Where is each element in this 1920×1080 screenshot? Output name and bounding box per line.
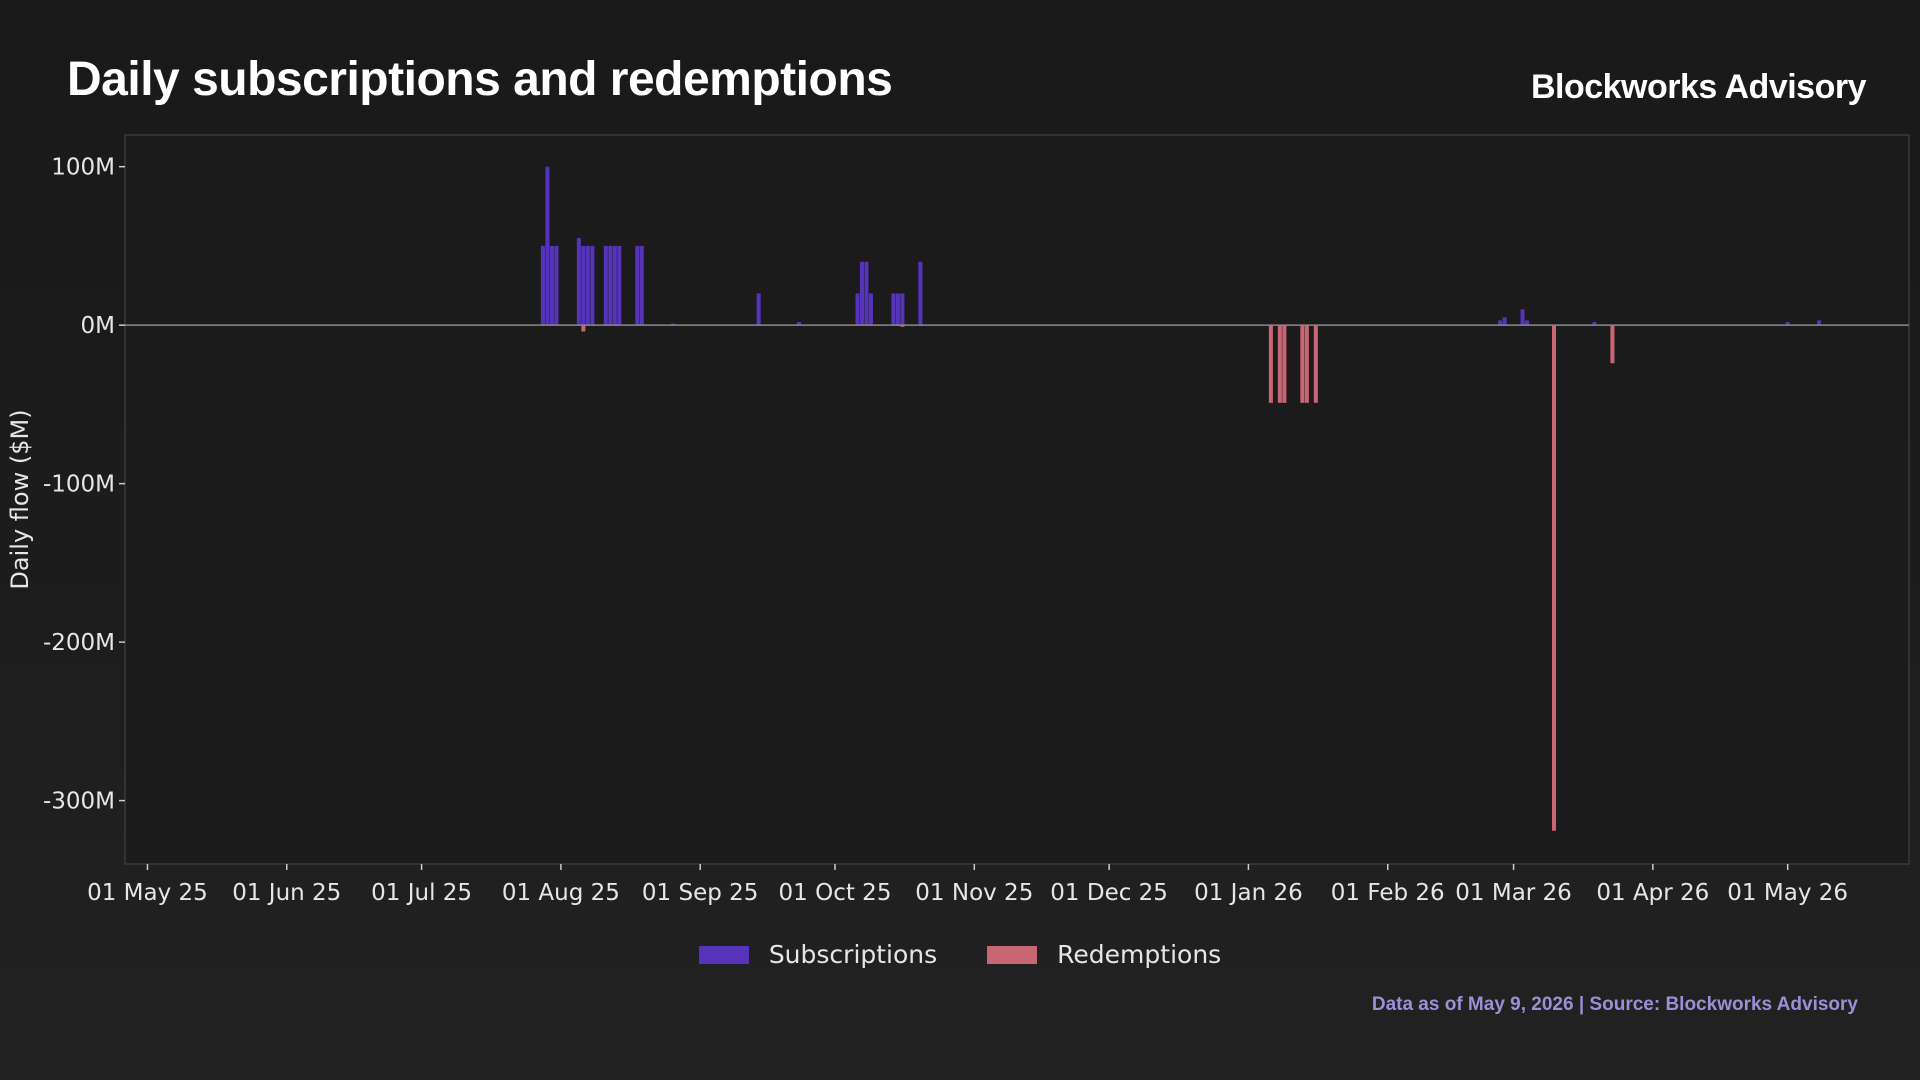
y-axis-label: Daily flow ($M)	[6, 409, 34, 589]
chart-plot: 100M 0M -100M -200M -300M 01 May 25 01 Jun 25 0…	[6, 134, 1910, 906]
subscription-bar	[1502, 317, 1507, 326]
x-tick-label: 01 Sep 25	[642, 880, 759, 906]
subscription-bar	[891, 293, 896, 326]
y-tick-label: -200M	[43, 630, 115, 656]
x-tick-label: 01 Apr 26	[1596, 880, 1709, 906]
subscription-bar	[608, 245, 613, 326]
subscription-bar	[918, 261, 923, 326]
x-tick-label: 01 Nov 25	[915, 880, 1033, 906]
subscription-bar	[590, 245, 595, 326]
subscription-bar	[581, 245, 586, 326]
redemption-bar	[1277, 325, 1282, 403]
chart-legend: Subscriptions Redemptions	[0, 940, 1920, 969]
subscription-bar	[549, 245, 554, 326]
subscription-bar	[545, 166, 550, 326]
redemption-bar	[581, 325, 586, 332]
x-tick-label: 01 May 26	[1727, 880, 1848, 906]
subscription-bar	[1525, 320, 1530, 326]
subscription-bar	[1498, 320, 1503, 326]
y-tick-label: -300M	[43, 789, 115, 815]
subscription-bar	[864, 261, 869, 326]
legend-label-redemptions: Redemptions	[1057, 940, 1222, 969]
subscription-bar	[855, 293, 860, 326]
legend-item-subscriptions[interactable]: Subscriptions	[698, 940, 938, 969]
x-tick-label: 01 Jun 25	[232, 880, 341, 906]
legend-label-subscriptions: Subscriptions	[768, 940, 938, 969]
x-tick-label: 01 Feb 26	[1331, 880, 1445, 906]
subscription-bar	[576, 238, 581, 326]
legend-item-redemptions[interactable]: Redemptions	[987, 940, 1221, 969]
subscription-bar	[1520, 309, 1525, 326]
x-tick-label: 01 Mar 26	[1455, 880, 1572, 906]
subscription-bar	[868, 293, 873, 326]
y-tick-label: -100M	[43, 472, 115, 498]
chart-title: Daily subscriptions and redemptions	[67, 53, 893, 106]
subscription-bar	[617, 245, 622, 326]
subscription-bar	[900, 293, 905, 326]
x-tick-label: 01 May 25	[87, 880, 208, 906]
redemption-bar	[1313, 325, 1318, 403]
subscription-bar	[639, 245, 644, 326]
x-tick-label: 01 Oct 25	[779, 880, 892, 906]
brand-logo: Blockworks Advisory	[1530, 68, 1867, 106]
subscription-bar	[859, 261, 864, 326]
subscription-bar	[540, 245, 545, 326]
x-tick-label: 01 Jan 26	[1194, 880, 1303, 906]
subscription-bar	[895, 293, 900, 326]
legend-swatch-redemptions	[987, 945, 1038, 964]
subscription-bar	[585, 245, 590, 326]
subscription-bar	[756, 293, 761, 326]
redemption-bar	[1282, 325, 1287, 403]
subscription-bar	[612, 245, 617, 326]
subscription-bar	[1817, 320, 1822, 326]
redemption-bar	[1300, 325, 1305, 403]
subscription-bar	[554, 245, 559, 326]
subscription-bar	[603, 245, 608, 326]
y-tick-label: 100M	[51, 155, 115, 181]
subscription-bar	[671, 323, 676, 326]
subscription-bar	[1785, 322, 1790, 326]
legend-swatch-subscriptions	[698, 945, 749, 964]
plot-area	[124, 134, 1910, 865]
redemption-bar	[1610, 325, 1615, 364]
source-note: Data as of May 9, 2026 | Source: Blockwo…	[1371, 994, 1858, 1015]
subscription-bar	[1592, 322, 1597, 326]
x-tick-label: 01 Jul 25	[371, 880, 472, 906]
x-tick-label: 01 Aug 25	[502, 880, 620, 906]
redemption-bar	[1268, 325, 1273, 403]
subscription-bar	[635, 245, 640, 326]
redemption-bar	[900, 325, 905, 327]
subscription-bar	[797, 322, 802, 326]
x-tick-label: 01 Dec 25	[1050, 880, 1168, 906]
redemption-bar	[1304, 325, 1309, 403]
y-tick-label: 0M	[81, 313, 115, 339]
redemption-bar	[1551, 325, 1557, 831]
